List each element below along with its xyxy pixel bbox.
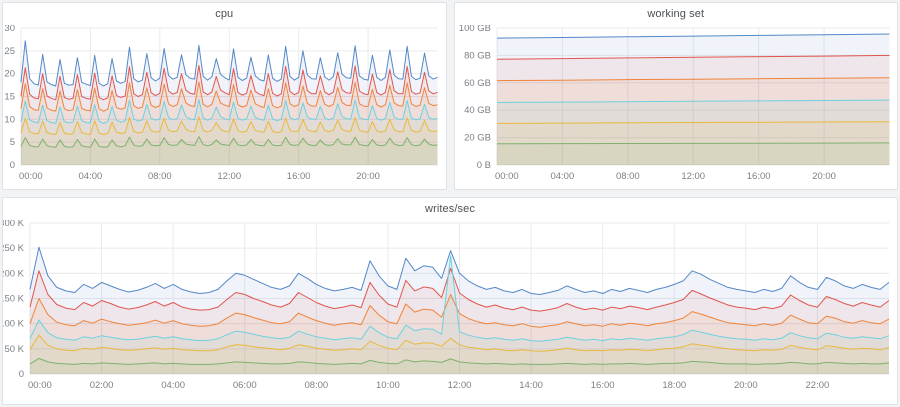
svg-text:16:00: 16:00 — [591, 380, 615, 391]
svg-text:80 GB: 80 GB — [464, 50, 491, 61]
dashboard-top-row: cpu 0 5 10 15 20 25 30 00:00 04:00 08:00 12:00 16:0… — [2, 2, 898, 190]
svg-text:100 K: 100 K — [3, 319, 25, 330]
writes-per-sec-panel-header[interactable]: writes/sec — [3, 198, 897, 220]
panel-cpu: cpu 0 5 10 15 20 25 30 00:00 04:00 08:00 12:00 16:0… — [2, 2, 447, 190]
svg-text:18:00: 18:00 — [662, 380, 686, 391]
svg-text:0 B: 0 B — [476, 160, 490, 171]
writes-per-sec-panel-title[interactable]: writes/sec — [425, 203, 475, 215]
svg-text:10: 10 — [4, 114, 15, 125]
svg-text:20:00: 20:00 — [356, 171, 380, 182]
svg-text:0: 0 — [10, 160, 15, 171]
working-set-panel-body: 0 B 20 GB 40 GB 60 GB 80 GB 100 GB 00:00 04:00 0… — [455, 25, 898, 189]
svg-text:00:00: 00:00 — [494, 171, 518, 182]
svg-text:04:00: 04:00 — [161, 380, 185, 391]
cpu-chart[interactable]: 0 5 10 15 20 25 30 00:00 04:00 08:00 12:00 16:00 20:… — [3, 25, 446, 189]
svg-text:00:00: 00:00 — [28, 380, 52, 391]
svg-text:12:00: 12:00 — [681, 171, 705, 182]
svg-text:40 GB: 40 GB — [464, 105, 491, 116]
cpu-panel-title[interactable]: cpu — [215, 8, 234, 20]
svg-text:08:00: 08:00 — [148, 171, 172, 182]
svg-text:0: 0 — [19, 369, 24, 380]
svg-text:300 K: 300 K — [3, 220, 25, 229]
working-set-panel-header[interactable]: working set — [455, 3, 898, 25]
svg-text:250 K: 250 K — [3, 243, 25, 254]
svg-text:22:00: 22:00 — [806, 380, 830, 391]
writes-per-sec-panel-body: 0 50 K 100 K 150 K 200 K 250 K 300 K 00:00 02:00… — [3, 220, 897, 404]
svg-text:16:00: 16:00 — [287, 171, 311, 182]
svg-text:12:00: 12:00 — [448, 380, 472, 391]
svg-text:02:00: 02:00 — [90, 380, 114, 391]
svg-text:60 GB: 60 GB — [464, 78, 491, 89]
svg-text:16:00: 16:00 — [746, 171, 770, 182]
svg-text:14:00: 14:00 — [519, 380, 543, 391]
cpu-panel-header[interactable]: cpu — [3, 3, 446, 25]
svg-text:04:00: 04:00 — [79, 171, 103, 182]
svg-text:15: 15 — [4, 91, 15, 102]
working-set-chart[interactable]: 0 B 20 GB 40 GB 60 GB 80 GB 100 GB 00:00 04:00 0… — [455, 25, 898, 189]
svg-text:00:00: 00:00 — [19, 171, 43, 182]
working-set-panel-title[interactable]: working set — [647, 8, 705, 20]
svg-text:12:00: 12:00 — [217, 171, 241, 182]
svg-text:08:00: 08:00 — [304, 380, 328, 391]
svg-text:20:00: 20:00 — [812, 171, 836, 182]
cpu-panel-body: 0 5 10 15 20 25 30 00:00 04:00 08:00 12:00 16:00 20:… — [3, 25, 446, 189]
writes-per-sec-chart[interactable]: 0 50 K 100 K 150 K 200 K 250 K 300 K 00:00 02:00… — [3, 220, 897, 404]
svg-text:30: 30 — [4, 25, 15, 34]
svg-text:200 K: 200 K — [3, 268, 25, 279]
svg-text:08:00: 08:00 — [615, 171, 639, 182]
panel-writes-per-sec: writes/sec 0 50 K 100 K 150 K 200 K 250 K 300 … — [2, 197, 898, 405]
svg-text:20: 20 — [4, 69, 15, 80]
svg-text:20 GB: 20 GB — [464, 133, 491, 144]
svg-text:06:00: 06:00 — [233, 380, 257, 391]
svg-text:50 K: 50 K — [4, 344, 24, 355]
svg-text:25: 25 — [4, 46, 15, 57]
svg-text:04:00: 04:00 — [550, 171, 574, 182]
svg-text:150 K: 150 K — [3, 294, 25, 305]
svg-text:5: 5 — [10, 137, 15, 148]
svg-text:10:00: 10:00 — [376, 380, 400, 391]
svg-text:20:00: 20:00 — [734, 380, 758, 391]
svg-text:100 GB: 100 GB — [458, 25, 490, 34]
panel-working-set: working set 0 B 20 GB 40 GB 60 GB 80 GB 100 G… — [453, 2, 898, 190]
